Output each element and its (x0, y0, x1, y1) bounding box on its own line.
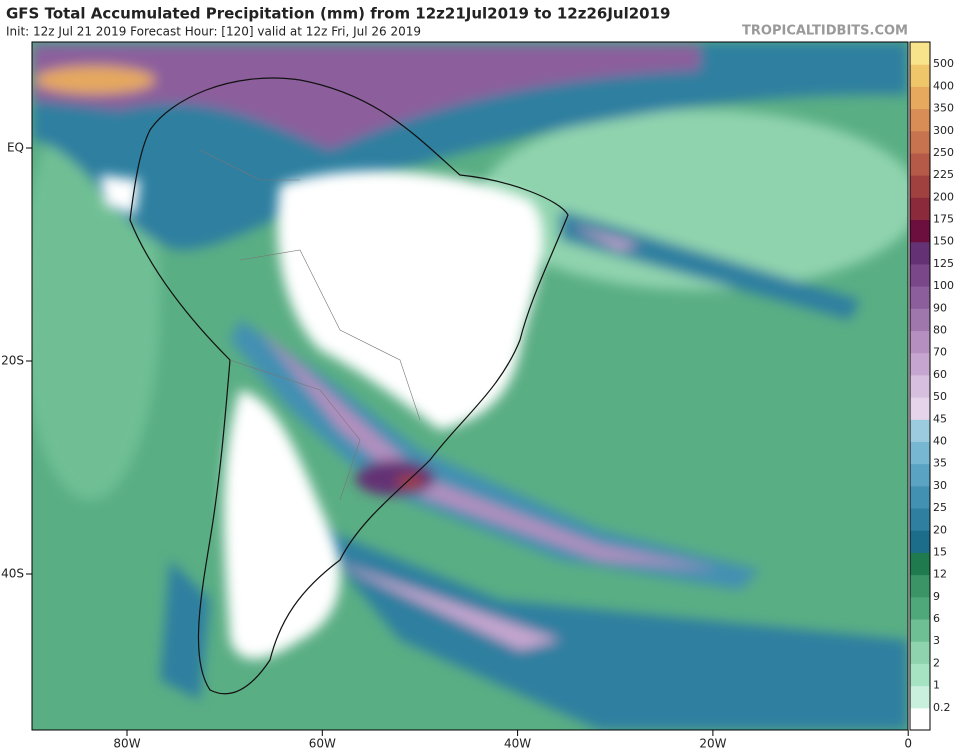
colorbar-label: 60 (933, 368, 947, 381)
colorbar-label: 50 (933, 390, 947, 403)
colorbar-label: 6 (933, 612, 940, 625)
colorbar-label: 90 (933, 301, 947, 314)
colorbar-segment (910, 64, 930, 87)
lat-label: EQ (7, 141, 24, 155)
colorbar-label: 9 (933, 590, 940, 603)
lat-label: 40S (1, 567, 24, 581)
colorbar-label: 175 (933, 213, 954, 226)
colorbar-label: 150 (933, 235, 954, 248)
map-axes: EQ 20S 40S 80W 60W 40W 20W 0 (1, 141, 912, 750)
lon-label: 20W (699, 737, 726, 750)
lon-label: 40W (504, 737, 531, 750)
colorbar-label: 70 (933, 346, 947, 359)
colorbar-segment (910, 374, 930, 398)
colorbar-label: 200 (933, 190, 954, 203)
colorbar: 0.21236912152025303540455060708090100125… (909, 41, 954, 731)
colorbar-segment (910, 42, 930, 65)
colorbar-segment (910, 552, 930, 576)
colorbar-label: 3 (933, 634, 940, 647)
colorbar-label: 30 (933, 479, 947, 492)
colorbar-segment (910, 530, 930, 553)
colorbar-label: 125 (933, 257, 954, 270)
colorbar-segment (910, 463, 930, 487)
colorbar-segment (910, 485, 930, 509)
colorbar-label: 2 (933, 656, 940, 669)
colorbar-label: 225 (933, 168, 954, 181)
colorbar-segment (910, 286, 930, 309)
colorbar-label: 100 (933, 279, 954, 292)
colorbar-segment (910, 263, 930, 287)
colorbar-segment (910, 219, 930, 243)
colorbar-segment (910, 508, 930, 531)
colorbar-segment (910, 419, 930, 442)
colorbar-segment (910, 596, 930, 620)
colorbar-label: 250 (933, 146, 954, 159)
borders (199, 149, 421, 501)
colorbar-segment (910, 352, 930, 376)
dry-area (100, 170, 543, 659)
colorbar-label: 350 (933, 102, 954, 115)
colorbar-segment (910, 441, 930, 465)
colorbar-segment (910, 574, 930, 598)
colorbar-segment (910, 241, 930, 265)
colorbar-label: 0.2 (933, 701, 951, 714)
lon-label: 80W (113, 737, 140, 750)
colorbar-label: 40 (933, 434, 947, 447)
watermark: TROPICALTIDBITS.COM (742, 24, 908, 39)
colorbar-label: 500 (933, 57, 954, 70)
lon-label: 0 (904, 737, 912, 750)
colorbar-segment (910, 152, 930, 176)
colorbar-segment (910, 685, 930, 709)
map (32, 42, 908, 730)
colorbar-label: 15 (933, 545, 947, 558)
colorbar-label: 1 (933, 679, 940, 692)
colorbar-segment (910, 397, 930, 420)
colorbar-label: 20 (933, 523, 947, 536)
colorbar-segment (910, 641, 930, 664)
colorbar-label: 25 (933, 501, 947, 514)
colorbar-segment (910, 197, 930, 221)
colorbar-segment (910, 663, 930, 687)
colorbar-segment (910, 330, 930, 354)
colorbar-frame (909, 41, 931, 731)
lat-label: 20S (1, 354, 24, 368)
colorbar-segment (910, 619, 930, 642)
colorbar-segment (910, 175, 930, 198)
map-frame (31, 41, 909, 731)
colorbar-label: 300 (933, 124, 954, 137)
colorbar-segment (910, 707, 930, 731)
colorbar-label: 35 (933, 457, 947, 470)
colorbar-segment (910, 308, 930, 332)
colorbar-label: 45 (933, 412, 947, 425)
colorbar-label: 12 (933, 568, 947, 581)
colorbar-segment (910, 130, 930, 154)
colorbar-label: 80 (933, 324, 947, 337)
title: GFS Total Accumulated Precipitation (mm)… (6, 5, 670, 23)
lon-label: 60W (309, 737, 336, 750)
colorbar-segment (910, 108, 930, 132)
colorbar-label: 400 (933, 79, 954, 92)
subtitle: Init: 12z Jul 21 2019 Forecast Hour: [12… (6, 25, 421, 39)
colorbar-segment (910, 86, 930, 110)
